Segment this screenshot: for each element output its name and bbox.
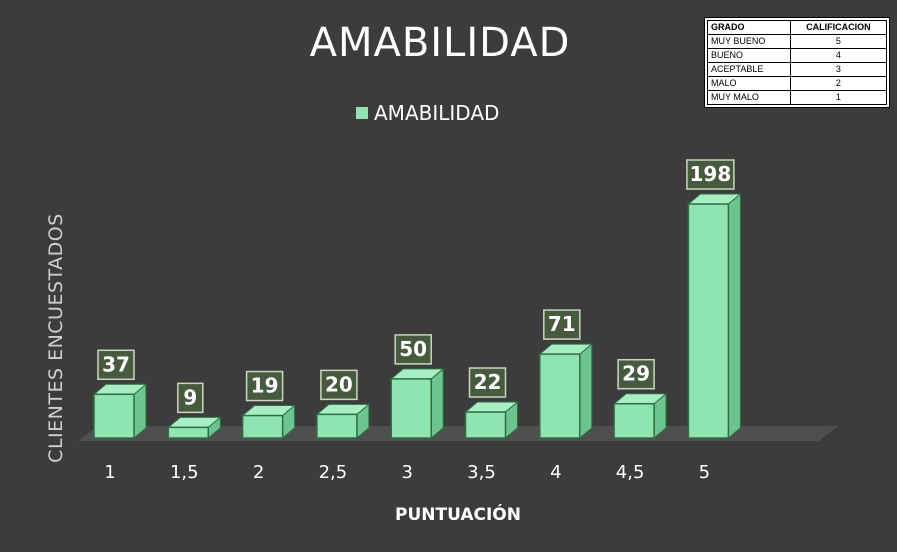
bar [316, 413, 358, 439]
legend: AMABILIDAD [356, 101, 499, 125]
score-cell: 1 [789, 90, 888, 105]
legend-swatch [356, 107, 368, 119]
grade-cell: MUY MALO [707, 90, 791, 105]
data-label-box [245, 370, 284, 402]
score-cell: 3 [789, 62, 888, 77]
data-label-box [394, 334, 432, 365]
data-label: 9 [183, 385, 197, 409]
data-label: 29 [622, 362, 650, 386]
grade-header: GRADO [707, 20, 791, 35]
score-cell: 4 [789, 48, 888, 63]
x-tick-label: 2 [253, 462, 264, 483]
grade-cell: MALO [707, 76, 791, 91]
data-label: 71 [548, 312, 576, 336]
bar [464, 411, 507, 439]
grade-cell: ACEPTABLE [707, 62, 791, 77]
data-label-box [468, 367, 507, 398]
data-label: 50 [399, 337, 427, 361]
score-cell: 2 [789, 76, 888, 91]
y-axis-label: CLIENTES ENCUESTADOS [45, 213, 67, 463]
data-label-box [97, 349, 135, 381]
bar [93, 393, 135, 439]
data-label: 198 [690, 162, 732, 186]
table-row: ACEPTABLE 3 [707, 62, 888, 77]
chart-title: AMABILIDAD [309, 20, 571, 66]
x-tick-label: 1 [104, 462, 115, 483]
table-row: MALO 2 [707, 76, 888, 91]
x-axis-label: PUNTUACIÓN [394, 505, 521, 525]
data-label: 20 [325, 372, 353, 396]
data-label-box [543, 309, 581, 340]
bar [539, 353, 581, 439]
table-row: BUENO 4 [707, 48, 888, 63]
x-tick-label: 3,5 [467, 462, 496, 483]
grade-cell: BUENO [707, 48, 791, 63]
bar [390, 378, 432, 439]
bar-side [579, 343, 593, 440]
x-tick-label: 3 [401, 462, 412, 483]
bar [613, 402, 655, 439]
data-label: 19 [251, 374, 279, 398]
x-tick-label: 5 [699, 462, 710, 483]
score-header: CALIFICACION [789, 20, 888, 35]
bar [167, 426, 210, 439]
data-label: 22 [474, 370, 502, 394]
bar-side [430, 367, 444, 440]
grade-cell: MUY BUENO [707, 34, 791, 49]
x-tick-label: 2,5 [319, 462, 348, 483]
grade-table: GRADO CALIFICACION MUY BUENO 5 BUENO 4 A… [704, 17, 890, 108]
table-row: MUY BUENO 5 [707, 34, 888, 49]
score-cell: 5 [789, 34, 888, 49]
data-label-box [686, 159, 735, 190]
bar [687, 203, 730, 439]
x-tick-label: 4,5 [616, 462, 645, 483]
bar [241, 414, 284, 439]
data-label-box [617, 358, 655, 390]
x-tick-label: 1,5 [170, 462, 199, 483]
data-label-box [177, 382, 204, 414]
x-tick-label: 4 [550, 462, 561, 483]
table-row: MUY MALO 1 [707, 90, 888, 105]
data-label-box [320, 369, 358, 401]
bar-side [727, 192, 741, 440]
legend-label: AMABILIDAD [374, 101, 500, 125]
data-label: 37 [102, 352, 130, 376]
